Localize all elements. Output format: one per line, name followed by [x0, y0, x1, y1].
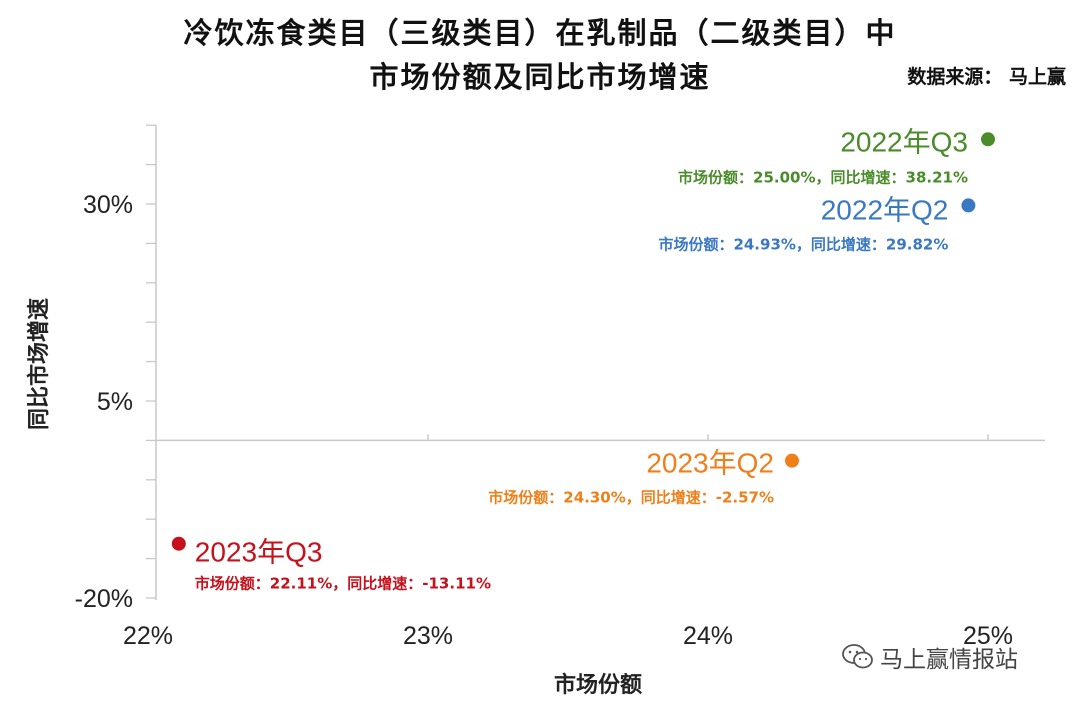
y-tick-label: 5%	[97, 388, 133, 416]
point-name-label: 2023年Q2	[646, 448, 774, 479]
x-axis-title: 市场份额	[554, 672, 642, 698]
point-detail-label: 市场份额：25.00%，同比增速：38.21%	[678, 168, 968, 186]
x-tick-label: 23%	[403, 622, 453, 650]
y-axis-title: 同比市场增速	[26, 298, 52, 430]
data-source: 数据来源： 马上赢	[907, 66, 1066, 88]
watermark-text: 马上赢情报站	[880, 647, 1018, 673]
y-tick-label: 30%	[83, 191, 133, 219]
watermark: 马上赢情报站	[842, 640, 1018, 674]
data-point	[785, 453, 799, 468]
point-name-label: 2022年Q2	[821, 194, 949, 225]
x-tick-label: 24%	[683, 622, 733, 650]
data-point	[171, 536, 186, 551]
x-tick-label: 22%	[123, 622, 173, 650]
data-point	[981, 132, 995, 147]
point-name-label: 2022年Q3	[840, 126, 968, 157]
wechat-icon	[842, 644, 873, 669]
chart-title-line1: 冷饮冻食类目（三级类目）在乳制品（二级类目）中	[183, 16, 897, 50]
point-name-label: 2023年Q3	[195, 537, 323, 568]
point-detail-label: 市场份额：22.11%，同比增速：-13.11%	[195, 575, 491, 593]
point-detail-label: 市场份额：24.30%，同比增速：-2.57%	[488, 489, 774, 507]
x-tick-label: 25%	[963, 622, 1013, 650]
data-point	[961, 198, 976, 213]
chart-title-line2: 市场份额及同比市场增速	[369, 60, 711, 94]
y-tick-label: -20%	[75, 585, 133, 613]
point-detail-label: 市场份额：24.93%，同比增速：29.82%	[658, 235, 948, 253]
